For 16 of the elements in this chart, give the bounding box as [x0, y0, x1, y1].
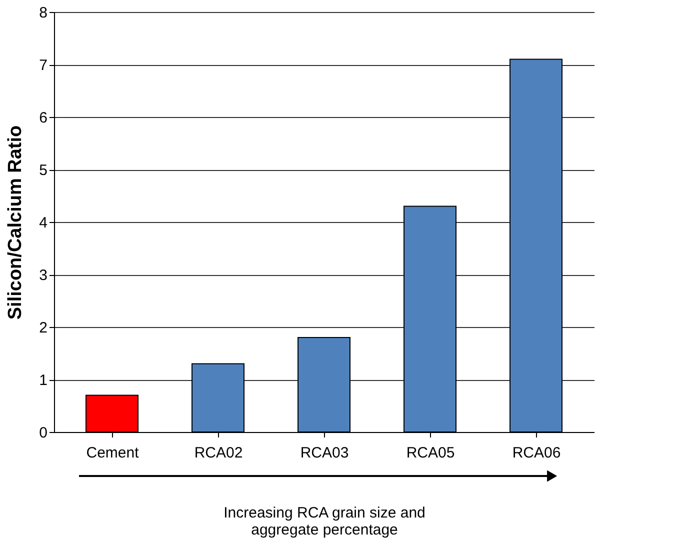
- y-tick-label: 4: [39, 214, 48, 232]
- y-tick-label: 1: [39, 372, 48, 389]
- y-tick-label: 2: [39, 320, 48, 336]
- x-tick-label: RCA02: [194, 444, 243, 462]
- y-tick-label: 6: [39, 110, 48, 126]
- y-axis-title: Silicon/Calcium Ratio: [5, 125, 26, 320]
- y-tick-label: 7: [39, 57, 48, 74]
- x-tick-label: RCA05: [406, 444, 455, 462]
- y-tick-label: 3: [39, 267, 48, 284]
- y-tick-label: 5: [39, 162, 48, 179]
- x-axis-title: Increasing RCA grain size and aggregate percentage: [224, 504, 426, 538]
- y-tick-label: 8: [39, 4, 48, 22]
- y-tick-label: 0: [39, 424, 48, 442]
- x-tick-label: Cement: [86, 444, 140, 462]
- x-tick-label: RCA06: [512, 444, 561, 462]
- x-tick-label: RCA03: [300, 444, 349, 462]
